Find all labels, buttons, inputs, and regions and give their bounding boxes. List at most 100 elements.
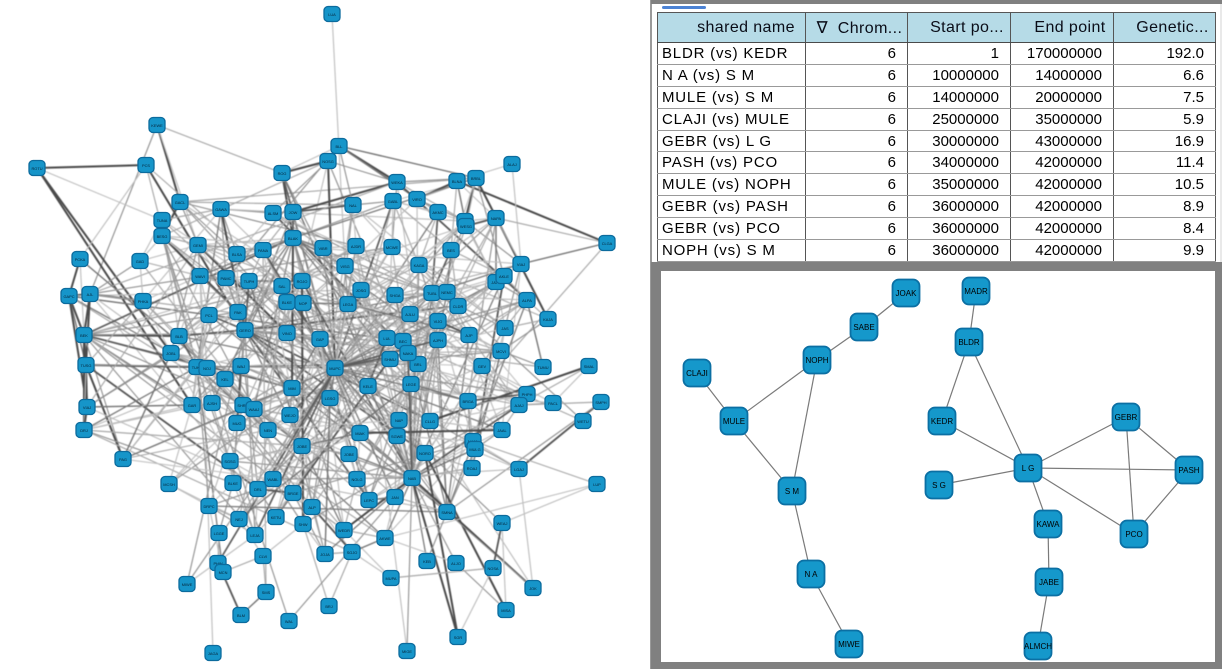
svg-text:MUPA: MUPA — [386, 576, 397, 581]
svg-text:SHGA: SHGA — [389, 293, 400, 298]
svg-text:SMS: SMS — [262, 590, 271, 595]
svg-text:BLSA: BLSA — [232, 252, 242, 257]
svg-text:DRL: DRL — [254, 487, 263, 492]
svg-text:AJP: AJP — [465, 333, 473, 338]
svg-text:AJDR: AJDR — [351, 244, 361, 249]
svg-text:LGGE: LGGE — [214, 531, 225, 536]
svg-text:ALP: ALP — [308, 505, 316, 510]
svg-text:SGR: SGR — [454, 635, 463, 640]
svg-text:AJAJ: AJAJ — [514, 403, 523, 408]
svg-text:LGSG: LGSG — [325, 396, 336, 401]
svg-text:LUL: LUL — [383, 336, 391, 341]
svg-text:MIM: MIM — [288, 386, 296, 391]
svg-text:ALPA: ALPA — [522, 298, 532, 303]
svg-text:PHW: PHW — [213, 561, 222, 566]
svg-text:WETU: WETU — [577, 419, 589, 424]
svg-text:PAMC: PAMC — [221, 276, 232, 281]
svg-text:JOW: JOW — [289, 210, 298, 215]
svg-text:JAGA: JAGA — [208, 651, 219, 656]
svg-text:NOLG: NOLG — [351, 477, 362, 482]
svg-text:BLM: BLM — [237, 613, 245, 618]
svg-text:PACL: PACL — [548, 401, 559, 406]
svg-text:VIAJ: VIAJ — [517, 262, 525, 267]
svg-text:BRJ: BRJ — [325, 604, 332, 609]
svg-text:WESG: WESG — [460, 224, 472, 229]
svg-text:ROTU: ROTU — [31, 166, 42, 171]
svg-text:BLNA: BLNA — [452, 179, 463, 184]
svg-text:BLAK: BLAK — [288, 236, 298, 241]
svg-text:GAWA: GAWA — [215, 207, 227, 212]
svg-text:WABL: WABL — [268, 477, 280, 482]
svg-text:JAAL: JAAL — [497, 428, 507, 433]
svg-text:PHKA: PHKA — [138, 299, 149, 304]
svg-text:AKWE: AKWE — [379, 536, 391, 541]
svg-text:LEGE: LEGE — [406, 382, 417, 387]
svg-text:SMAL: SMAL — [584, 364, 595, 369]
svg-text:ALSM: ALSM — [268, 211, 279, 216]
svg-text:AJL: AJL — [87, 292, 95, 297]
svg-text:MIWE: MIWE — [182, 582, 193, 587]
svg-text:KELE: KELE — [363, 384, 373, 389]
svg-text:JOBE: JOBE — [344, 452, 355, 457]
svg-text:GERO: GERO — [239, 328, 250, 333]
svg-text:KAJA: KAJA — [543, 317, 553, 322]
svg-text:MCSH: MCSH — [163, 482, 175, 487]
svg-text:GABL: GABL — [388, 199, 399, 204]
svg-text:JOJA: JOJA — [320, 552, 330, 557]
svg-text:LUP: LUP — [593, 482, 601, 487]
svg-text:KEL: KEL — [221, 377, 229, 382]
svg-text:LUA: LUA — [328, 12, 336, 17]
svg-text:KETU: KETU — [271, 515, 282, 520]
svg-text:BES: BES — [447, 248, 455, 253]
svg-text:NOSG: NOSG — [322, 159, 333, 164]
svg-text:GEMI: GEMI — [193, 243, 203, 248]
svg-text:WAVI: WAVI — [195, 274, 205, 279]
svg-text:MIAK: MIAK — [355, 431, 365, 436]
svg-text:TUPH: TUPH — [244, 279, 255, 284]
svg-text:PANA: PANA — [258, 248, 269, 253]
svg-text:LEGA: LEGA — [343, 302, 354, 307]
svg-text:ROG: ROG — [278, 171, 287, 176]
svg-text:JAN: JAN — [391, 495, 399, 500]
svg-text:MUG: MUG — [232, 421, 241, 426]
svg-text:VIAJ: VIAJ — [83, 405, 91, 410]
svg-text:GAP: GAP — [316, 337, 325, 342]
svg-text:NAP: NAP — [395, 418, 403, 423]
svg-text:LEJA: LEJA — [250, 533, 260, 538]
svg-text:MISA: MISA — [501, 608, 511, 613]
svg-text:WEJO: WEJO — [284, 413, 295, 418]
svg-text:NAL: NAL — [349, 203, 357, 208]
svg-text:NOJ: NOJ — [203, 366, 211, 371]
svg-text:NEMC: NEMC — [441, 290, 453, 295]
svg-text:CLVI: CLVI — [259, 554, 267, 559]
svg-text:GEV: GEV — [478, 364, 487, 369]
svg-text:LEPC: LEPC — [364, 498, 374, 503]
svg-text:MCWE: MCWE — [386, 245, 399, 250]
svg-text:WEKA: WEKA — [391, 180, 403, 185]
svg-text:MCN: MCN — [219, 570, 228, 575]
svg-text:BLKE: BLKE — [228, 481, 238, 486]
svg-text:BLL: BLL — [336, 144, 344, 149]
svg-text:ROJO: ROJO — [297, 279, 308, 284]
svg-text:NAKA: NAKA — [403, 351, 414, 356]
svg-text:ROAJ: ROAJ — [467, 466, 477, 471]
svg-text:AJLU: AJLU — [405, 312, 415, 317]
svg-text:NORO: NORO — [419, 451, 431, 456]
svg-text:BRGA: BRGA — [462, 399, 473, 404]
svg-text:GAR: GAR — [188, 403, 197, 408]
svg-text:PHPH: PHPH — [522, 392, 533, 397]
svg-text:BLKE: BLKE — [282, 300, 292, 305]
svg-text:TUKE: TUKE — [192, 365, 203, 370]
svg-text:DRJ: DRJ — [80, 428, 88, 433]
svg-text:ALJO: ALJO — [451, 561, 461, 566]
svg-text:NAB: NAB — [408, 476, 416, 481]
svg-text:TUSG: TUSG — [81, 363, 92, 368]
svg-text:JOK: JOK — [529, 586, 537, 591]
svg-text:SMPH: SMPH — [595, 400, 606, 405]
svg-text:AJPH: AJPH — [433, 338, 443, 343]
svg-text:SGJO: SGJO — [347, 550, 358, 555]
svg-text:MCVI: MCVI — [496, 349, 506, 354]
svg-text:JOSG: JOSG — [356, 288, 367, 293]
svg-text:AJSH: AJSH — [207, 401, 217, 406]
svg-text:BEC: BEC — [399, 339, 407, 344]
